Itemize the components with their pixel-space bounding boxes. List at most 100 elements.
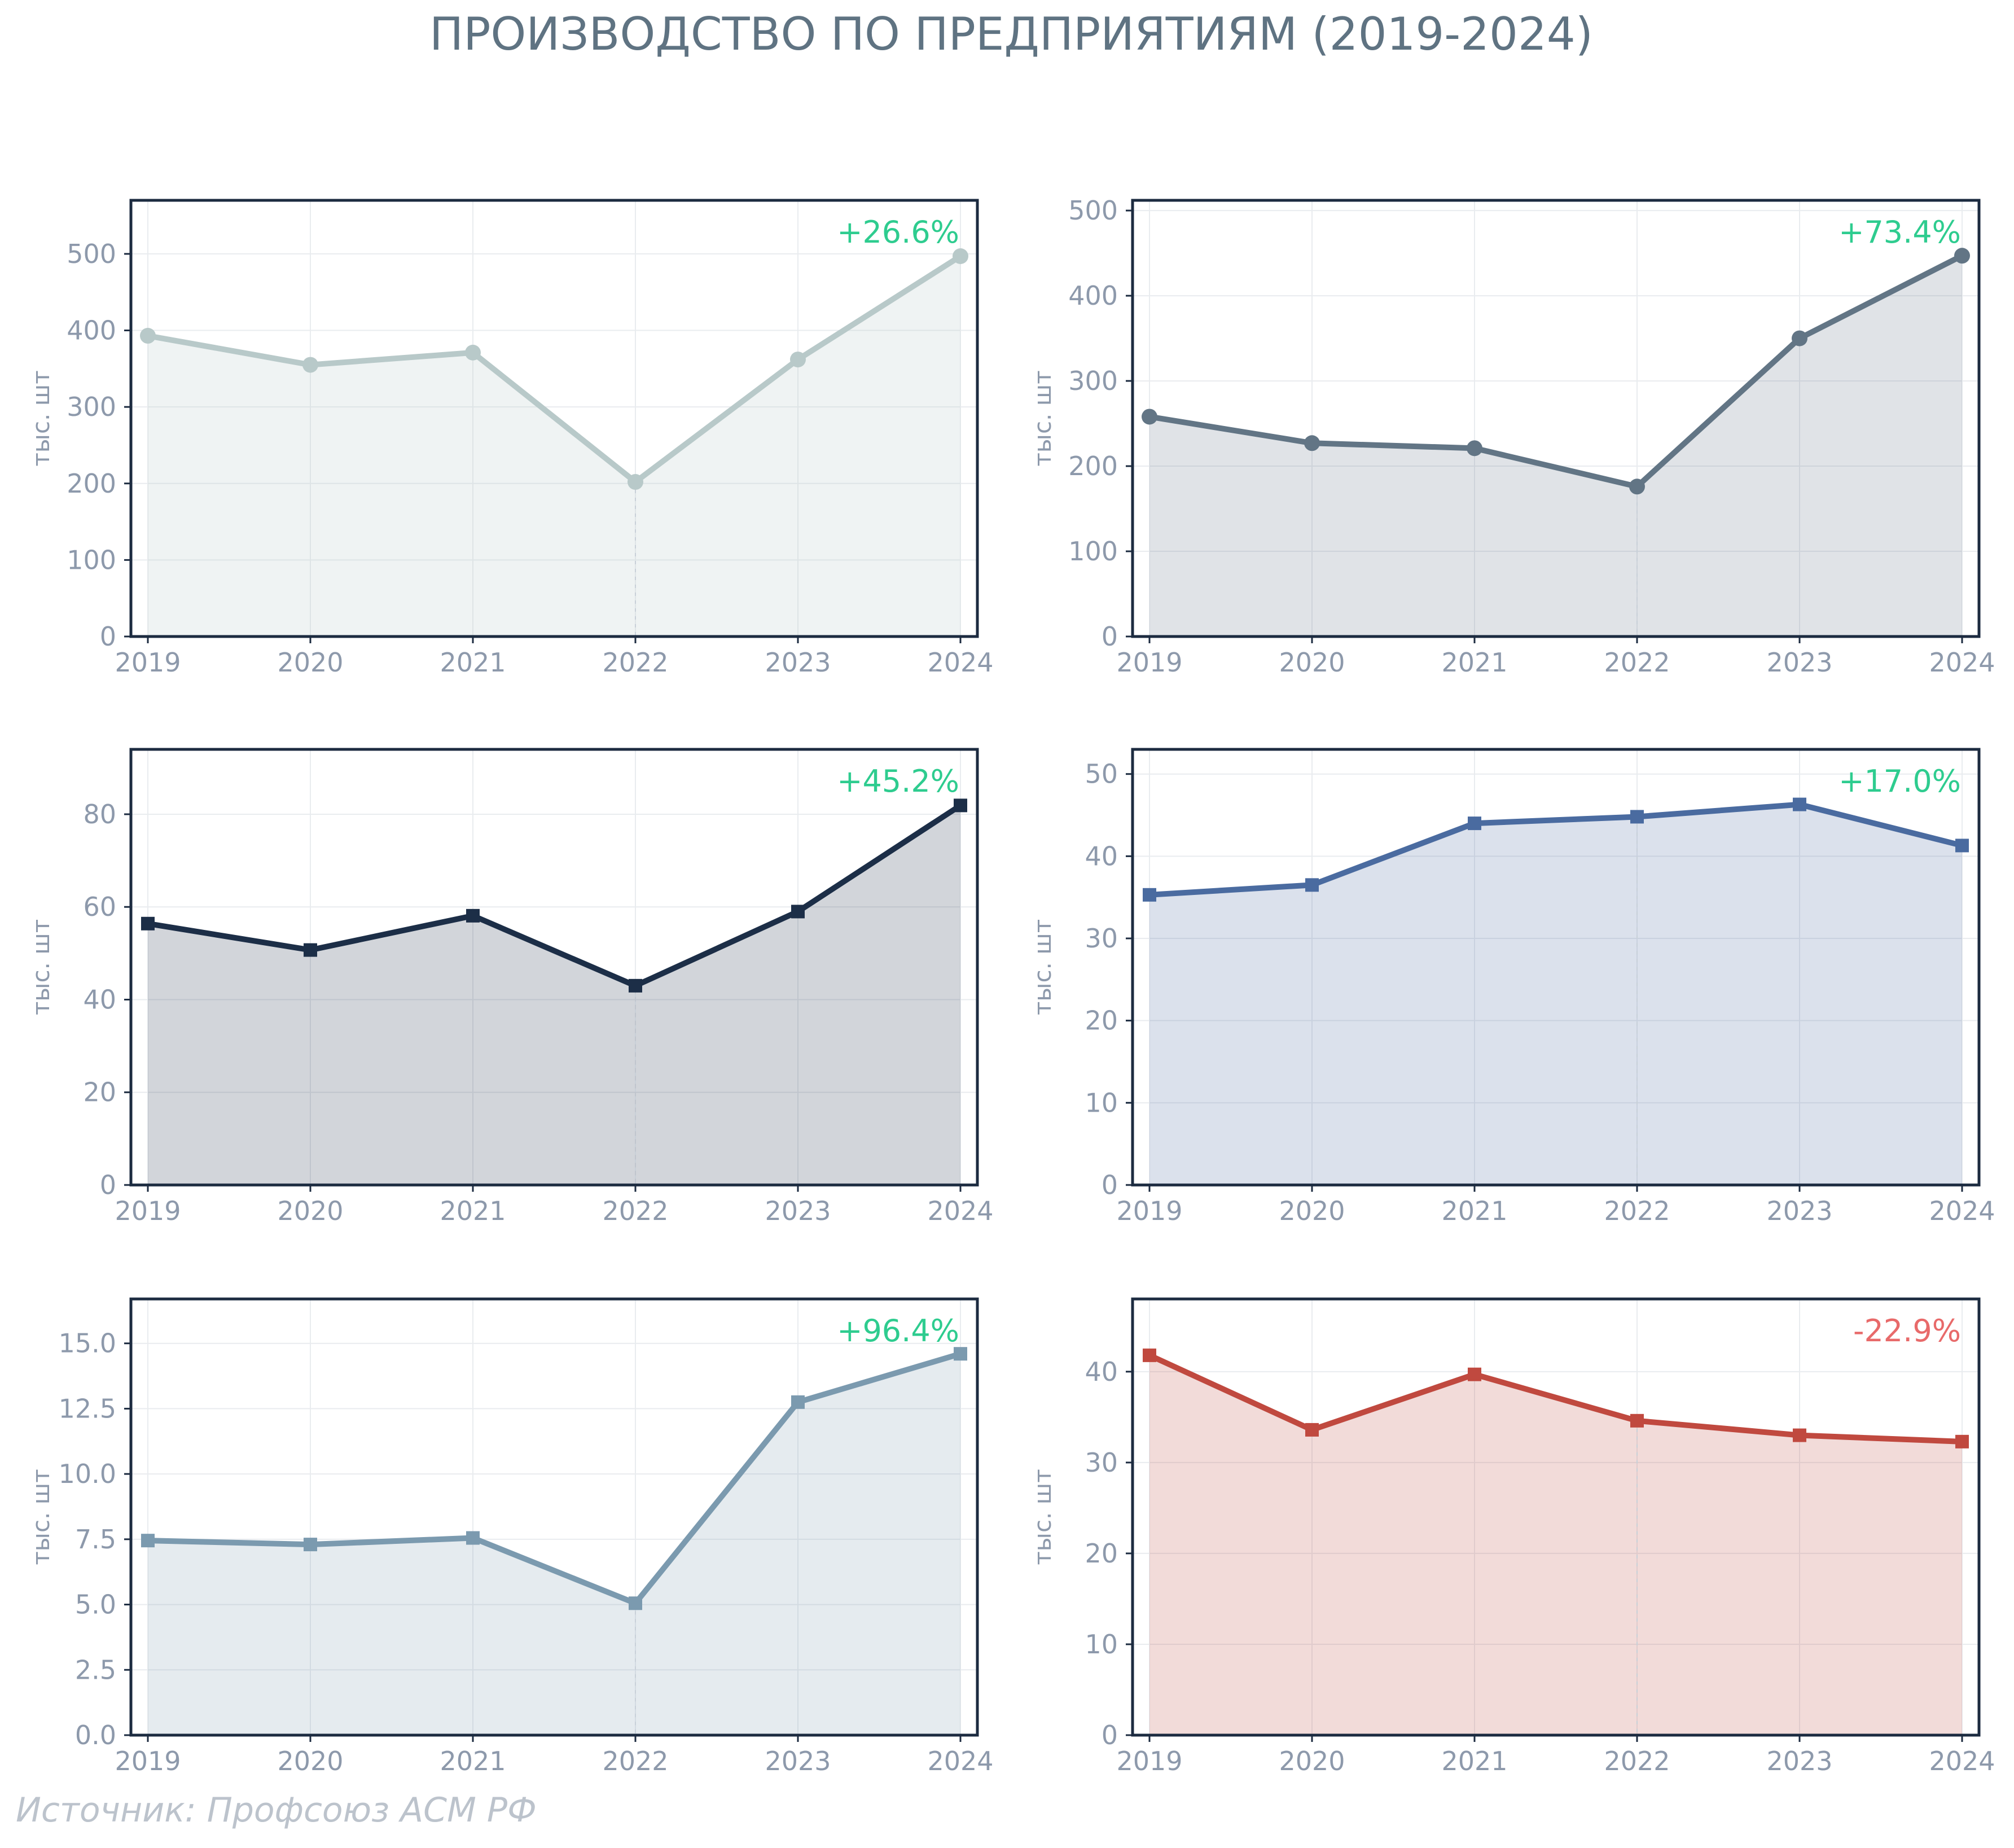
x-tick-label: 2022 — [1604, 1196, 1670, 1226]
axes-frame — [129, 748, 979, 1187]
y-tick-label: 10 — [1085, 1629, 1118, 1660]
change-annotation: +17.0% — [1839, 763, 1961, 799]
axes-frame — [129, 199, 979, 638]
x-tick-label: 2021 — [1441, 1196, 1507, 1226]
y-tick-label: 7.5 — [75, 1524, 116, 1555]
y-tick-label: 40 — [83, 984, 116, 1015]
data-point-2023 — [1792, 330, 1807, 346]
data-point-2023 — [1793, 1428, 1806, 1442]
y-tick-label: 100 — [1068, 536, 1118, 567]
y-tick-label: 2.5 — [75, 1654, 116, 1685]
y-tick-label: 0 — [1102, 621, 1118, 652]
y-axis-label: тыс. шт — [1029, 370, 1056, 466]
data-point-2019 — [1143, 888, 1156, 902]
axes-frame — [1131, 199, 1981, 638]
x-tick-label: 2019 — [115, 1746, 181, 1776]
x-tick-label: 2024 — [927, 647, 993, 678]
panel-5: 2019 2020 2021 2022 2023 2024 0.0 2.5 5.0 7.5 10.0… — [27, 1297, 994, 1776]
y-axis-label: тыс. шт — [1029, 919, 1056, 1015]
x-tick-label: 2021 — [440, 647, 506, 678]
data-point-2019 — [1142, 409, 1157, 425]
series-area — [1149, 804, 1962, 1185]
data-point-2022 — [629, 1596, 642, 1610]
data-point-2019 — [141, 1534, 155, 1548]
y-tick-label: 20 — [1085, 1006, 1118, 1036]
data-point-2021 — [466, 908, 480, 923]
change-annotation: +45.2% — [837, 763, 959, 799]
x-tick-label: 2019 — [1116, 1196, 1182, 1226]
y-tick-label: 10.0 — [59, 1459, 116, 1489]
data-point-2023 — [791, 1395, 805, 1409]
grid — [1133, 749, 1979, 1186]
x-tick-label: 2024 — [1929, 647, 1995, 678]
x-tick-label: 2021 — [440, 1746, 506, 1776]
data-point-2022 — [629, 978, 642, 993]
y-tick-label: 12.5 — [59, 1393, 116, 1424]
y-axis-label: тыс. шт — [1029, 1469, 1056, 1565]
data-point-2024 — [1955, 839, 1969, 853]
data-point-2023 — [790, 352, 806, 368]
x-tick-label: 2023 — [1766, 647, 1832, 678]
data-point-2021 — [1468, 817, 1481, 831]
series-line — [145, 253, 963, 485]
y-tick-label: 50 — [1085, 759, 1118, 789]
x-tick-label: 2024 — [1929, 1746, 1995, 1776]
y-tick-label: 40 — [1085, 841, 1118, 871]
x-tick-label: 2022 — [602, 647, 668, 678]
data-point-2019 — [141, 916, 155, 930]
data-point-2020 — [1304, 435, 1320, 451]
x-tick-label: 2019 — [1116, 647, 1182, 678]
x-tick-label: 2023 — [765, 647, 831, 678]
change-annotation: +26.6% — [837, 214, 959, 250]
data-point-2024 — [954, 1347, 967, 1361]
x-tick-label: 2019 — [115, 1196, 181, 1226]
data-point-2020 — [304, 1538, 317, 1552]
change-annotation: -22.9% — [1853, 1313, 1961, 1349]
data-point-2020 — [1305, 878, 1319, 892]
data-point-2022 — [1630, 810, 1644, 824]
x-tick-label: 2023 — [1766, 1196, 1832, 1226]
x-tick-label: 2022 — [1604, 1746, 1670, 1776]
axes-frame — [129, 1297, 979, 1737]
source-note: Источник: Профсоюз АСМ РФ — [16, 1790, 537, 1830]
data-point-2022 — [628, 474, 643, 490]
y-tick-label: 500 — [1068, 195, 1118, 226]
x-tick-label: 2024 — [927, 1746, 993, 1776]
y-tick-label: 30 — [1085, 923, 1118, 954]
y-tick-label: 60 — [83, 892, 116, 922]
data-point-2019 — [140, 328, 156, 344]
x-tick-label: 2020 — [1279, 647, 1345, 678]
x-tick-label: 2023 — [765, 1196, 831, 1226]
data-point-2022 — [1630, 1414, 1644, 1428]
x-tick-label: 2019 — [115, 647, 181, 678]
y-tick-label: 0 — [1102, 1720, 1118, 1750]
data-point-2024 — [953, 248, 968, 264]
panels: 2019 2020 2021 2022 2023 20240100200300400500… — [27, 195, 1995, 1776]
y-axis-label: тыс. шт — [27, 370, 55, 466]
y-tick-label: 5.0 — [75, 1590, 116, 1620]
data-point-2020 — [302, 357, 318, 373]
x-tick-label: 2024 — [927, 1196, 993, 1226]
y-tick-label: 400 — [1068, 280, 1118, 311]
y-tick-label: 0 — [100, 1170, 116, 1200]
series-area — [148, 1354, 960, 1735]
change-annotation: +73.4% — [1839, 214, 1961, 250]
x-tick-label: 2021 — [440, 1196, 506, 1226]
y-tick-label: 500 — [67, 239, 116, 269]
y-tick-label: 0 — [1102, 1170, 1118, 1200]
x-tick-label: 2021 — [1441, 1746, 1507, 1776]
data-point-2020 — [1305, 1423, 1319, 1437]
y-tick-label: 80 — [83, 799, 116, 829]
series-line — [1147, 1352, 1965, 1445]
change-annotation: +96.4% — [837, 1313, 959, 1349]
data-point-2022 — [1629, 479, 1645, 495]
y-tick-label: 300 — [67, 392, 116, 422]
x-tick-label: 2020 — [277, 647, 343, 678]
data-point-2021 — [465, 344, 481, 361]
x-tick-label: 2020 — [1279, 1746, 1345, 1776]
data-point-2021 — [466, 1531, 480, 1545]
x-tick-label: 2020 — [277, 1746, 343, 1776]
data-point-2024 — [1954, 248, 1970, 264]
panel-1: 2019 2020 2021 2022 2023 2024 0 100 200 300 400 500… — [27, 199, 994, 678]
